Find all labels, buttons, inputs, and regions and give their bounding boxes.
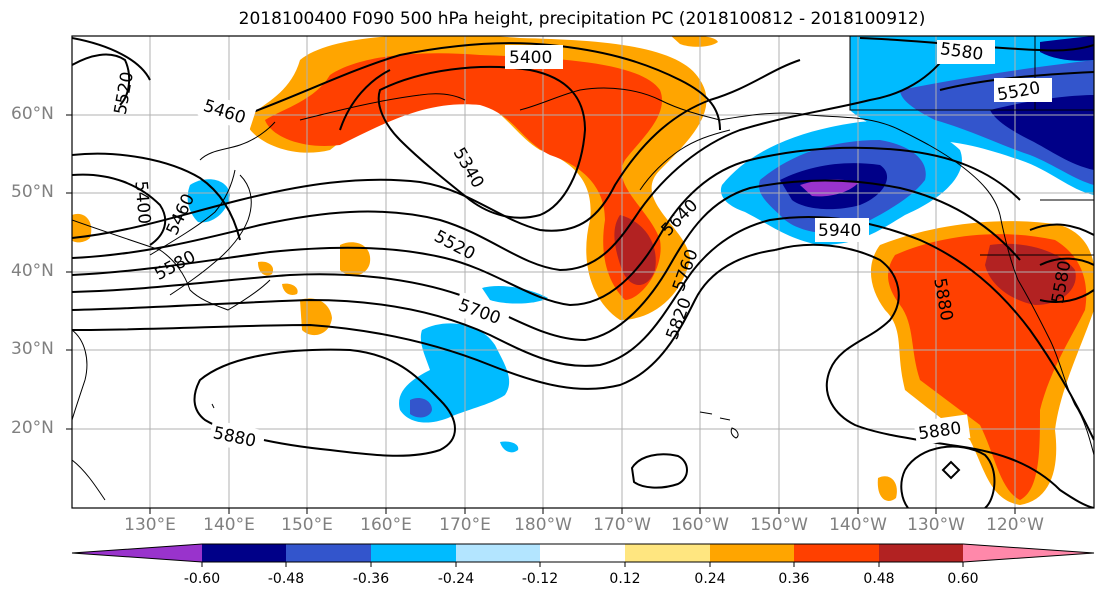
lat-label: 60°N [11,104,54,124]
lon-label: 170°W [593,515,651,535]
contour-label: 5520 [111,70,138,116]
map-title: 2018100400 F090 500 hPa height, precipit… [238,9,926,29]
lon-label: 140°W [829,515,887,535]
colorbar-tick-label: -0.24 [437,571,475,587]
lat-label: 40°N [11,261,54,281]
colorbar-segment [371,544,456,562]
colorbar [71,543,1095,567]
contour-label: 5400 [509,48,552,68]
colorbar-tick-label: -0.36 [352,571,390,587]
colorbar-tick-label: 0.36 [778,571,810,587]
colorbar-segment [286,544,371,562]
lon-label: 180°W [514,515,572,535]
colorbar-segment [794,544,879,562]
lat-label: 20°N [11,418,54,438]
colorbar-segment [202,544,286,562]
contour-label: 5580 [152,247,200,285]
lon-label: 120°W [986,515,1044,535]
contour-label-backgrounds [197,40,1052,455]
lon-label: 150°E [281,515,333,535]
lon-label: 140°E [203,515,255,535]
lon-label: 130°E [124,515,176,535]
colorbar-segment [963,544,1094,562]
lon-label: 160°W [671,515,729,535]
colorbar-tick-label: 0.48 [863,571,895,587]
colorbar-tick-label: 0.12 [609,571,641,587]
colorbar-segment [879,544,963,562]
contour-label: 5340 [449,144,488,191]
colorbar-segment [456,544,540,562]
colorbar-tick-label: -0.60 [183,571,221,587]
height-contours [72,37,1094,508]
lon-label: 130°W [907,515,965,535]
axis-ticks [66,114,1016,514]
colorbar-tick-label: 0.24 [694,571,726,587]
contour-label: 5880 [211,423,257,452]
lat-label: 50°N [11,182,54,202]
colorbar-tick-label: -0.12 [521,571,559,587]
colorbar-segment [625,544,710,562]
lon-label: 170°E [439,515,491,535]
contour-label: 5400 [130,180,154,225]
lon-label: 150°W [750,515,808,535]
lat-label: 30°N [11,339,54,359]
colorbar-segment [540,544,625,562]
colorbar-segment [72,544,202,562]
lon-label: 160°E [360,515,412,535]
contour-label: 5940 [818,221,861,241]
colorbar-segment [710,544,794,562]
contour-label: 5820 [662,295,696,342]
colorbar-tick-label: 0.60 [947,571,979,587]
colorbar-tick-label: -0.48 [267,571,305,587]
